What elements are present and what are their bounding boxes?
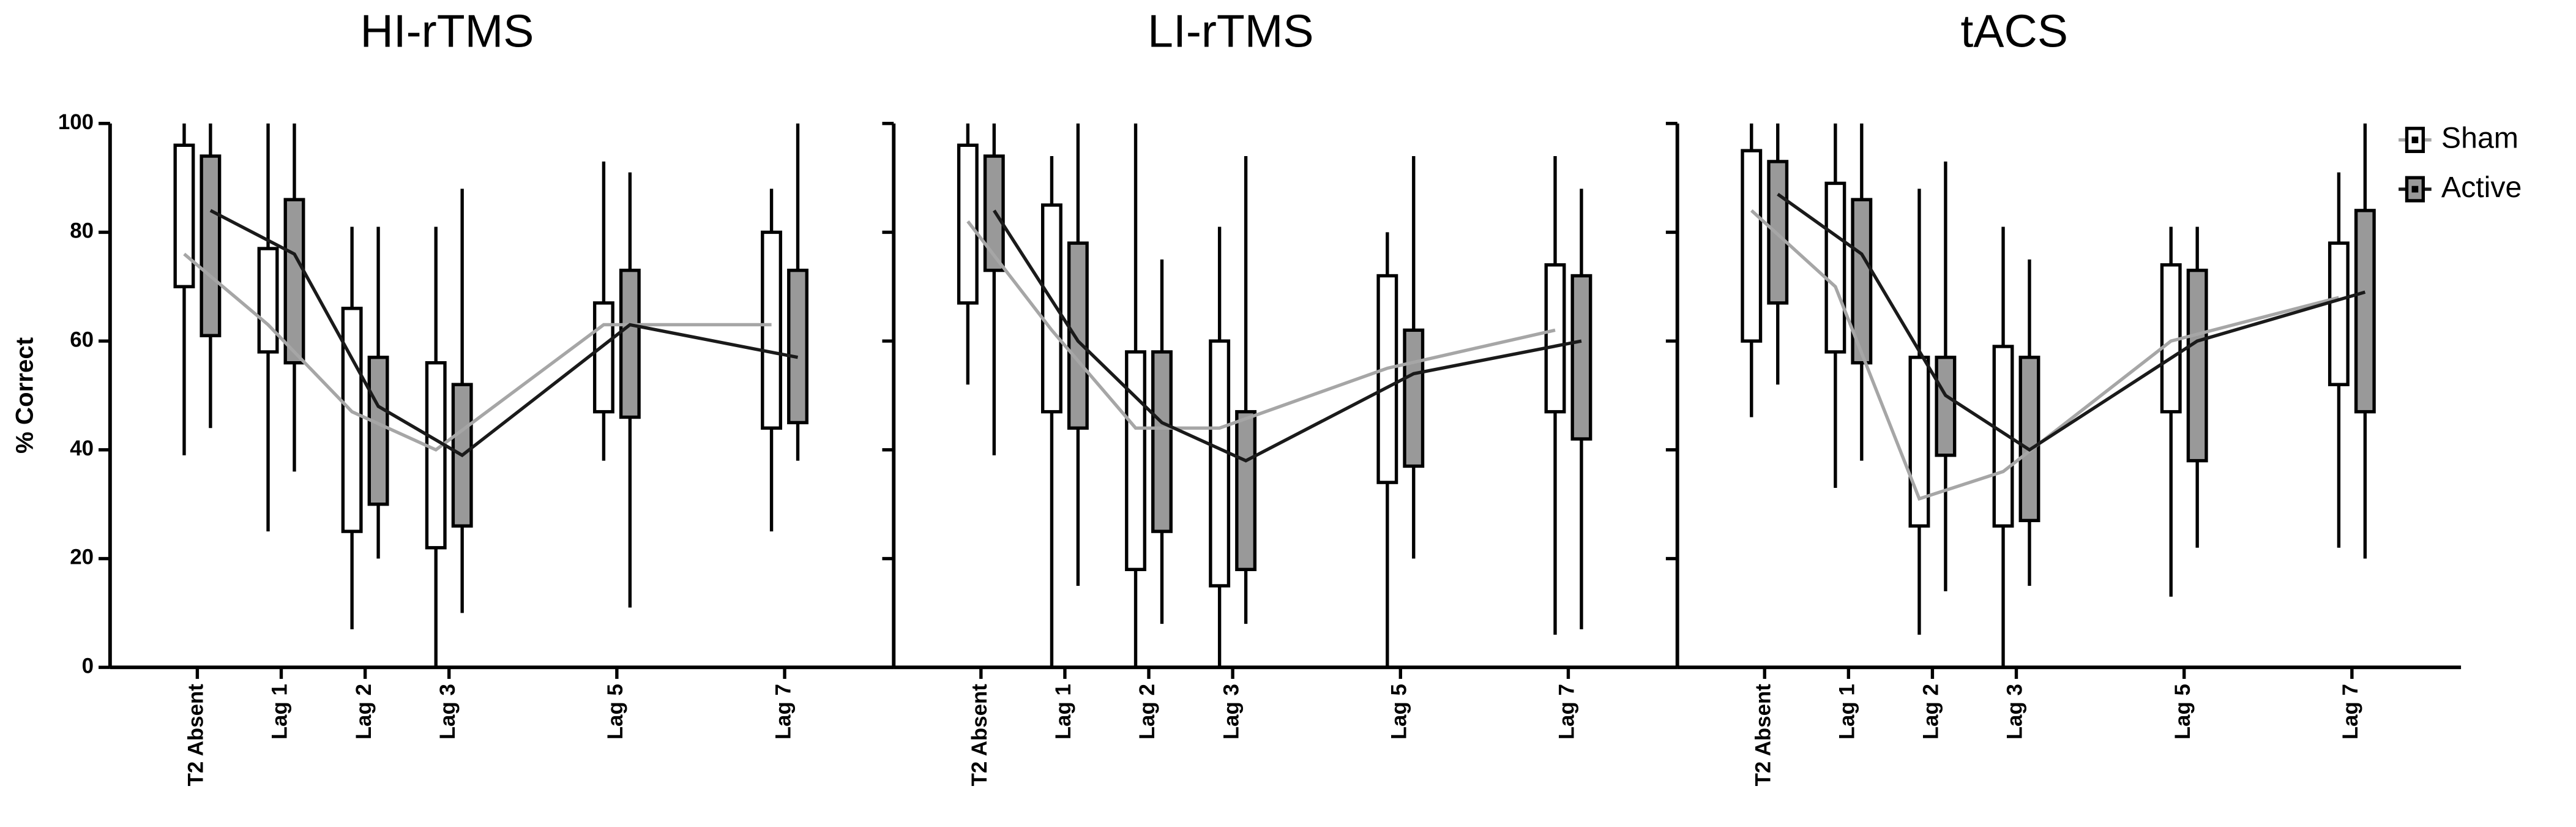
box	[761, 230, 783, 430]
x-tick-label: Lag 3	[1219, 684, 1243, 739]
chart-title: HI-rTMS	[360, 6, 534, 57]
box	[1824, 181, 1846, 354]
y-tick-label: 60	[70, 327, 94, 351]
box	[1935, 356, 1957, 457]
y-tick-label: 20	[70, 545, 94, 569]
box	[2018, 356, 2040, 523]
box	[2328, 241, 2350, 386]
x-tick-label: Lag 1	[1051, 684, 1075, 739]
box	[200, 154, 222, 337]
y-tick-label: 0	[82, 654, 94, 678]
box	[173, 143, 195, 288]
y-tick-label: 80	[70, 219, 94, 243]
chart-title: tACS	[1961, 6, 2068, 57]
box	[2186, 268, 2208, 463]
x-tick-label: Lag 3	[2003, 684, 2027, 739]
box	[1151, 350, 1173, 533]
box	[592, 301, 614, 414]
legend-box	[2405, 127, 2425, 154]
box	[1403, 328, 1425, 468]
box	[787, 268, 808, 425]
box	[2354, 209, 2376, 414]
y-tick-label: 100	[58, 110, 94, 134]
legend-dot	[2411, 137, 2419, 143]
x-tick-label: Lag 2	[1919, 684, 1943, 739]
box	[1067, 241, 1089, 430]
box	[341, 307, 363, 533]
x-tick-label: Lag 7	[2339, 684, 2362, 739]
x-tick-label: T2 Absent	[968, 684, 991, 787]
x-tick-label: Lag 5	[603, 684, 627, 739]
box	[1741, 149, 1763, 343]
box	[619, 268, 641, 419]
legend-dot	[2411, 185, 2419, 193]
box	[257, 247, 279, 354]
legend-box	[2405, 176, 2425, 203]
box	[1235, 410, 1257, 571]
box	[1908, 356, 1930, 528]
x-tick-label: T2 Absent	[184, 684, 208, 787]
mean-line	[1750, 209, 2340, 501]
box	[425, 361, 447, 550]
chart-title: LI-rTMS	[1148, 6, 1313, 57]
mean-line	[993, 209, 1582, 463]
x-tick-label: T2 Absent	[1751, 684, 1775, 787]
legend-label: Sham	[2441, 121, 2518, 154]
box	[1125, 350, 1146, 571]
x-tick-label: Lag 2	[352, 684, 376, 739]
box	[1570, 274, 1592, 441]
x-tick-label: Lag 1	[268, 684, 292, 739]
x-tick-label: Lag 1	[1835, 684, 1859, 739]
box	[1376, 274, 1398, 484]
box	[957, 143, 979, 305]
x-tick-label: Lag 5	[2171, 684, 2195, 739]
box	[1544, 263, 1566, 414]
y-axis-label: % Correct	[11, 337, 39, 454]
legend-label: Active	[2441, 171, 2522, 204]
box	[1209, 339, 1231, 588]
box	[367, 356, 389, 506]
mean-line	[1777, 193, 2366, 452]
mean-line	[209, 209, 799, 457]
x-tick-label: Lag 3	[436, 684, 460, 739]
x-tick-label: Lag 5	[1387, 684, 1411, 739]
x-tick-label: Lag 7	[1555, 684, 1579, 739]
box	[283, 198, 305, 365]
x-tick-label: Lag 7	[771, 684, 795, 739]
y-tick-label: 40	[70, 436, 94, 460]
x-tick-label: Lag 2	[1135, 684, 1159, 739]
